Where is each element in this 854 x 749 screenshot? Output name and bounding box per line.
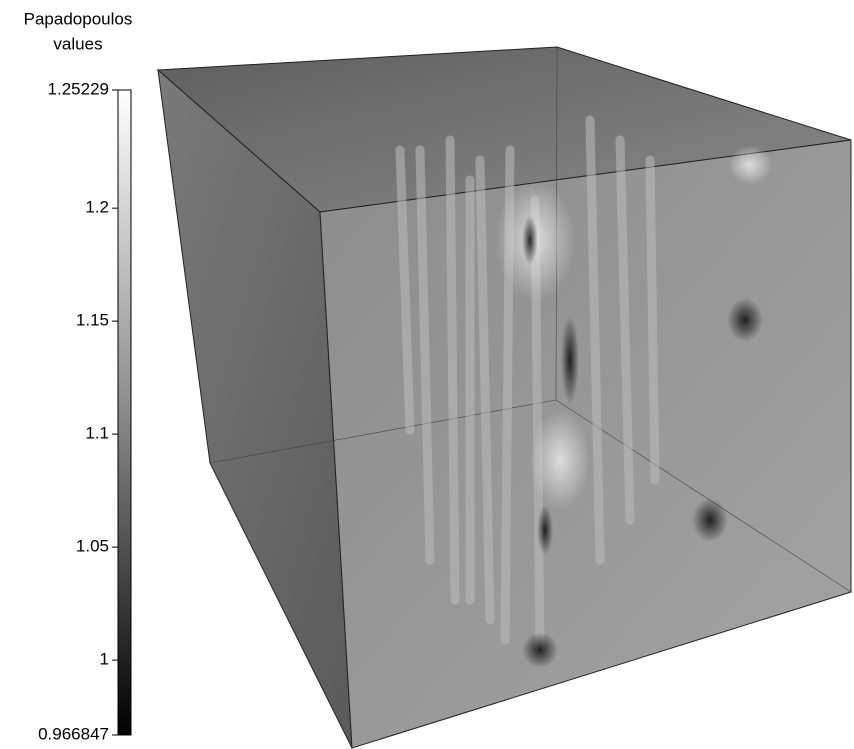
tick-label: 1.2 <box>85 198 109 217</box>
colorbar-scale <box>117 89 132 736</box>
tick-label: 1.25229 <box>48 79 109 98</box>
colorbar: Papadopoulos values 0.966847 1.25229 1 1.05… <box>24 9 133 743</box>
tick-label: 1.05 <box>76 537 109 556</box>
tick-label: 1.15 <box>76 311 109 330</box>
tick-label: 0.966847 <box>38 724 109 743</box>
tick-label: 1 <box>100 650 109 669</box>
colorbar-title: values <box>53 34 102 53</box>
tick-label: 1.1 <box>85 424 109 443</box>
colorbar-title: Papadopoulos <box>24 9 133 28</box>
cube <box>156 46 852 749</box>
